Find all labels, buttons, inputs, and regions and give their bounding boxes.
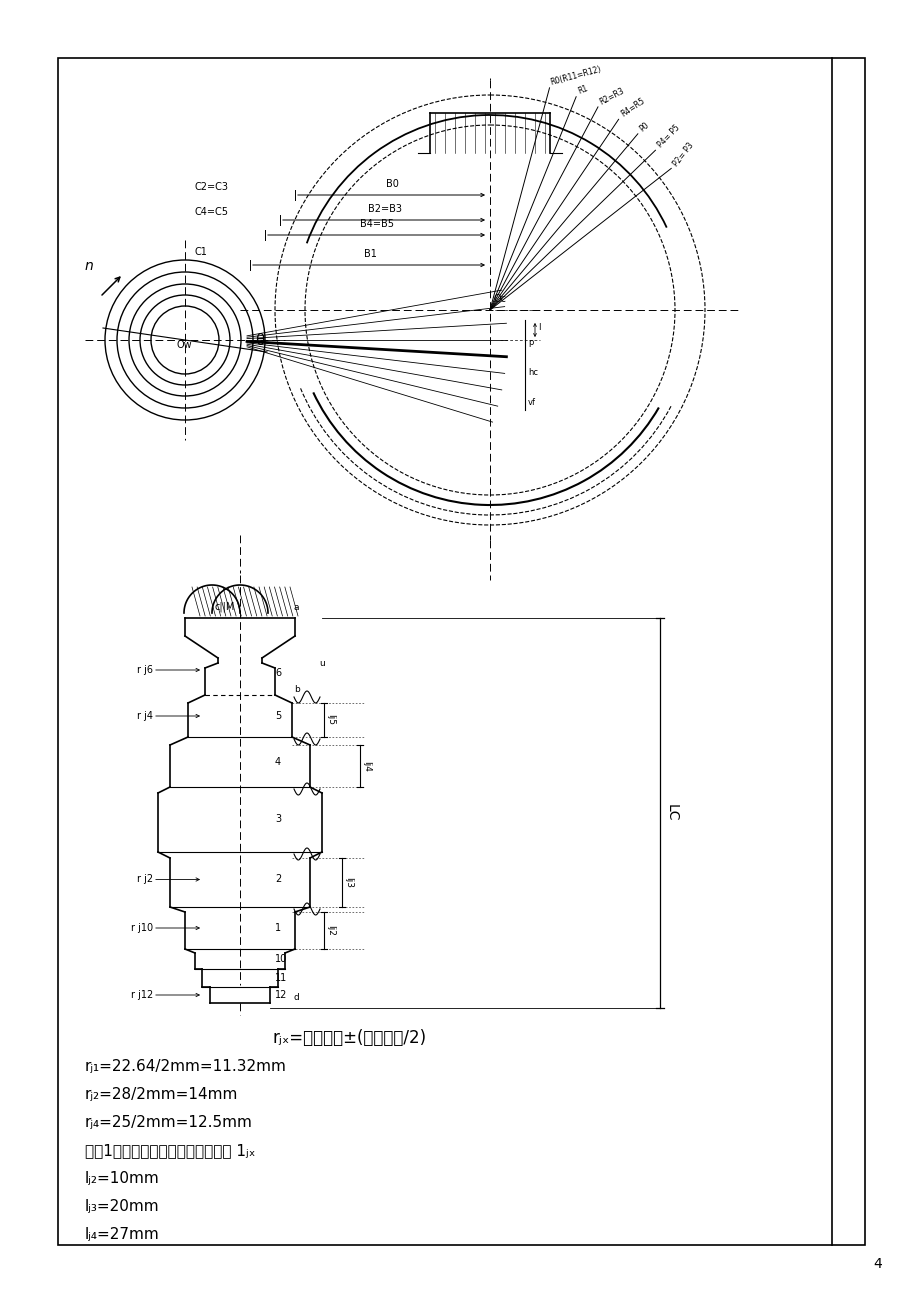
Text: rⱼ₁=22.64/2mm=11.32mm: rⱼ₁=22.64/2mm=11.32mm [85, 1059, 287, 1074]
Text: B0: B0 [386, 178, 399, 189]
Text: lj2: lj2 [325, 924, 335, 936]
Text: 1: 1 [275, 923, 281, 934]
Text: 5: 5 [275, 711, 281, 721]
Text: a: a [294, 603, 300, 612]
Text: 3: 3 [275, 815, 281, 824]
Text: R2=R3: R2=R3 [597, 86, 625, 107]
Text: c||M: c||M [215, 602, 235, 612]
Text: C1: C1 [195, 247, 208, 256]
Text: R4=R5: R4=R5 [618, 96, 645, 118]
Text: B4=B5: B4=B5 [360, 219, 394, 229]
Text: rⱼₓ=基本半径±(半径公差/2): rⱼₓ=基本半径±(半径公差/2) [273, 1029, 426, 1047]
Text: 2: 2 [275, 875, 281, 884]
Bar [58, 59, 864, 1245]
Text: I: I [538, 323, 540, 332]
Text: lj3: lj3 [344, 878, 353, 888]
Text: C2=C3: C2=C3 [195, 182, 229, 191]
Text: rⱼ₂=28/2mm=14mm: rⱼ₂=28/2mm=14mm [85, 1087, 238, 1101]
Text: LC: LC [664, 805, 678, 822]
Text: hc: hc [528, 368, 538, 378]
Text: r j10: r j10 [130, 923, 153, 934]
Text: 10: 10 [275, 954, 287, 963]
Text: r j4: r j4 [137, 711, 153, 721]
Text: 4: 4 [873, 1256, 881, 1271]
Text: B1: B1 [363, 249, 376, 259]
Text: lⱼ₄=27mm: lⱼ₄=27mm [85, 1226, 160, 1242]
Text: θ: θ [255, 333, 264, 348]
Text: r j2: r j2 [137, 875, 153, 884]
Text: lⱼ₃=20mm: lⱼ₃=20mm [85, 1199, 160, 1213]
Text: 11: 11 [275, 973, 287, 983]
Text: C4=C5: C4=C5 [195, 207, 229, 217]
Text: lⱼ₂=10mm: lⱼ₂=10mm [85, 1170, 160, 1186]
Text: P0: P0 [638, 120, 651, 133]
Text: d: d [294, 993, 300, 1003]
Text: vf: vf [528, 398, 536, 408]
Text: 6: 6 [275, 668, 281, 678]
Text: P4= P5: P4= P5 [655, 124, 681, 150]
Text: R0(R11=R12): R0(R11=R12) [549, 65, 602, 87]
Text: 再以1点为基准点，计算出计算长度 1ⱼₓ: 再以1点为基准点，计算出计算长度 1ⱼₓ [85, 1143, 255, 1157]
Text: B2=B3: B2=B3 [368, 204, 402, 214]
Text: Ow: Ow [176, 340, 192, 350]
Text: b: b [294, 685, 300, 694]
Text: 4: 4 [275, 756, 281, 767]
Text: p: p [528, 339, 533, 348]
Text: r j6: r j6 [137, 665, 153, 674]
Text: n: n [85, 259, 94, 273]
Text: rⱼ₄=25/2mm=12.5mm: rⱼ₄=25/2mm=12.5mm [85, 1115, 253, 1130]
Text: lj5: lj5 [325, 715, 335, 725]
Text: P2= P3: P2= P3 [671, 141, 695, 168]
Text: r j12: r j12 [130, 990, 153, 1000]
Text: lj4: lj4 [361, 760, 370, 772]
Text: u: u [319, 659, 324, 668]
Text: R1: R1 [575, 85, 588, 96]
Text: Oc: Oc [494, 294, 506, 303]
Text: 12: 12 [275, 990, 287, 1000]
